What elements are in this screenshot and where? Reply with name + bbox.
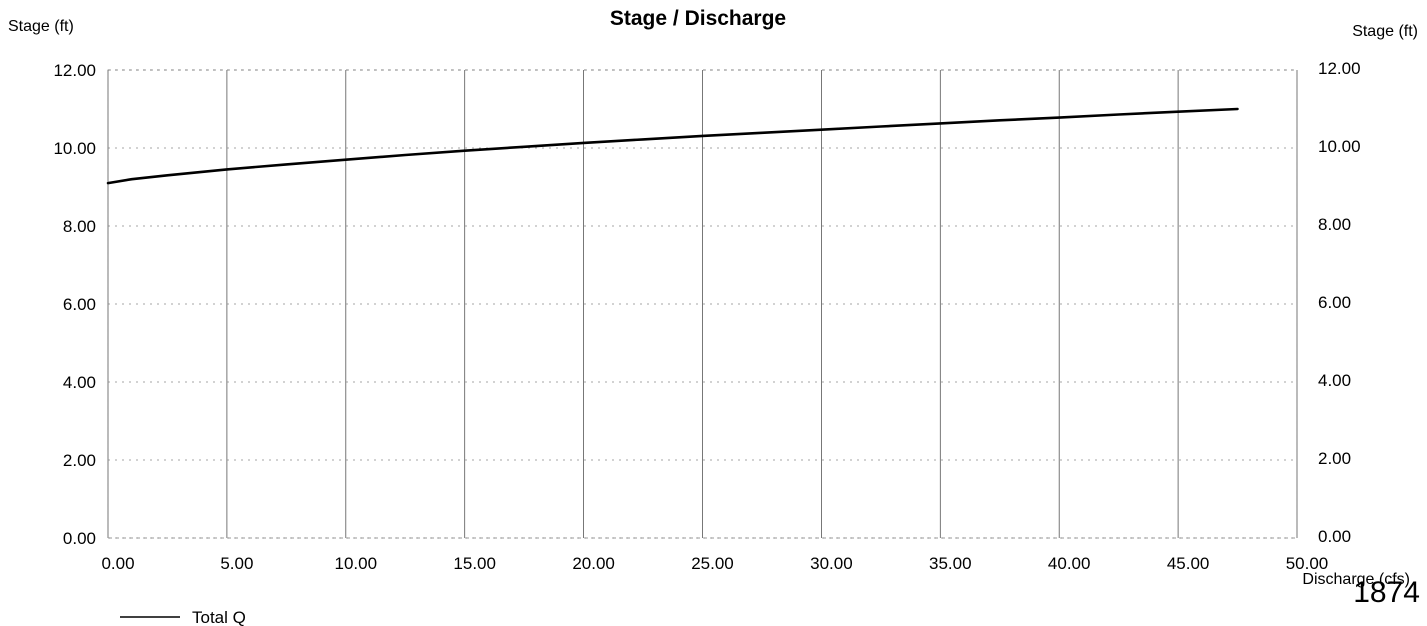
left-y-tick-label-6: 12.00 [53, 61, 96, 80]
x-tick-label-5: 25.00 [691, 554, 734, 573]
x-axis-label: Discharge (cfs) [1302, 571, 1410, 588]
page-number: 1874 [1353, 576, 1420, 609]
x-tick-label-1: 5.00 [220, 554, 253, 573]
x-tick-label-7: 35.00 [929, 554, 972, 573]
right-y-tick-label-6: 12.00 [1318, 59, 1361, 78]
x-tick-label-2: 10.00 [335, 554, 378, 573]
right-y-tick-label-1: 2.00 [1318, 449, 1351, 468]
right-y-tick-label-4: 8.00 [1318, 215, 1351, 234]
plot-frame [107, 69, 1298, 539]
x-tick-label-3: 15.00 [453, 554, 496, 573]
left-y-axis-label: Stage (ft) [8, 18, 74, 35]
left-y-tick-label-0: 0.00 [63, 529, 96, 548]
data-series [106, 107, 1239, 185]
x-tick-label-4: 20.00 [572, 554, 615, 573]
right-y-tick-label-0: 0.00 [1318, 527, 1351, 546]
right-y-tick-label-2: 4.00 [1318, 371, 1351, 390]
x-tick-label-0: 0.00 [101, 554, 134, 573]
series-line-0 [106, 107, 1239, 185]
right-y-tick-label-5: 10.00 [1318, 137, 1361, 156]
x-tick-label-6: 30.00 [810, 554, 853, 573]
right-y-tick-label-3: 6.00 [1318, 293, 1351, 312]
left-y-tick-label-2: 4.00 [63, 373, 96, 392]
x-tick-label-10: 50.00 [1286, 554, 1329, 573]
legend: Total Q [120, 608, 246, 626]
left-y-tick-label-4: 8.00 [63, 217, 96, 236]
legend-label-total-q: Total Q [192, 608, 246, 626]
left-y-tick-label-5: 10.00 [53, 139, 96, 158]
x-tick-label-8: 40.00 [1048, 554, 1091, 573]
tick-labels: 0.00 5.00 10.00 15.00 20.00 25.00 30.00 35.00 40… [53, 59, 1360, 573]
grid-lines [107, 69, 1298, 539]
chart-title: Stage / Discharge [610, 7, 786, 30]
left-y-tick-label-3: 6.00 [63, 295, 96, 314]
x-tick-label-9: 45.00 [1167, 554, 1210, 573]
left-y-tick-label-1: 2.00 [63, 451, 96, 470]
right-y-axis-label: Stage (ft) [1352, 23, 1418, 40]
